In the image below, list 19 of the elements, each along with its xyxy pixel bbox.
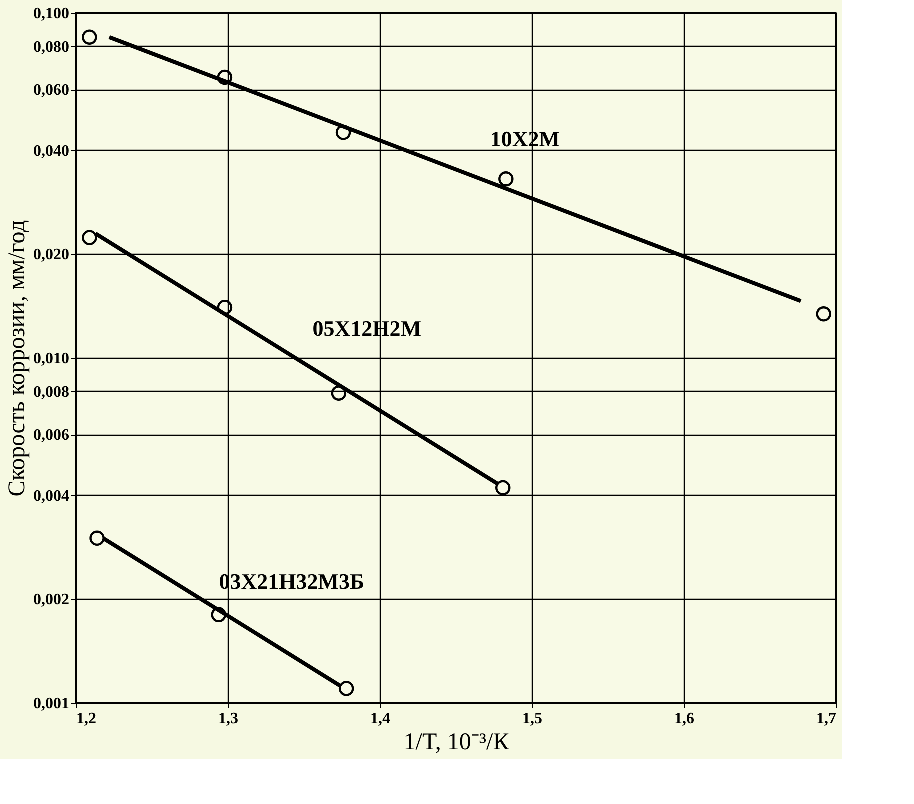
x-tick-label: 1,5 (522, 710, 542, 728)
y-tick-label: 0,002 (34, 592, 70, 609)
y-tick-label: 0,080 (34, 38, 70, 56)
x-tick-label: 1,4 (370, 710, 390, 728)
y-tick-label: 0,060 (34, 82, 70, 100)
x-tick-label: 1,7 (816, 710, 836, 728)
y-tick-label: 0,004 (34, 488, 70, 505)
x-tick-label: 1,2 (76, 710, 96, 728)
y-tick-label: 0,008 (34, 384, 70, 401)
x-tick-label: 1,6 (674, 710, 694, 728)
y-tick-label: 0,010 (34, 350, 70, 368)
x-axis-title: 1/T, 10⁻³/К (404, 730, 510, 756)
x-tick-label: 1,3 (218, 710, 238, 728)
y-tick-label: 0,020 (34, 246, 70, 264)
y-tick-label: 0,006 (34, 427, 70, 444)
y-tick-label: 0,001 (34, 696, 70, 712)
y-tick-label: 0,040 (34, 142, 70, 160)
y-tick-label: 0,100 (34, 6, 70, 22)
y-axis-title: Скорость коррозии, мм/год (4, 220, 30, 497)
